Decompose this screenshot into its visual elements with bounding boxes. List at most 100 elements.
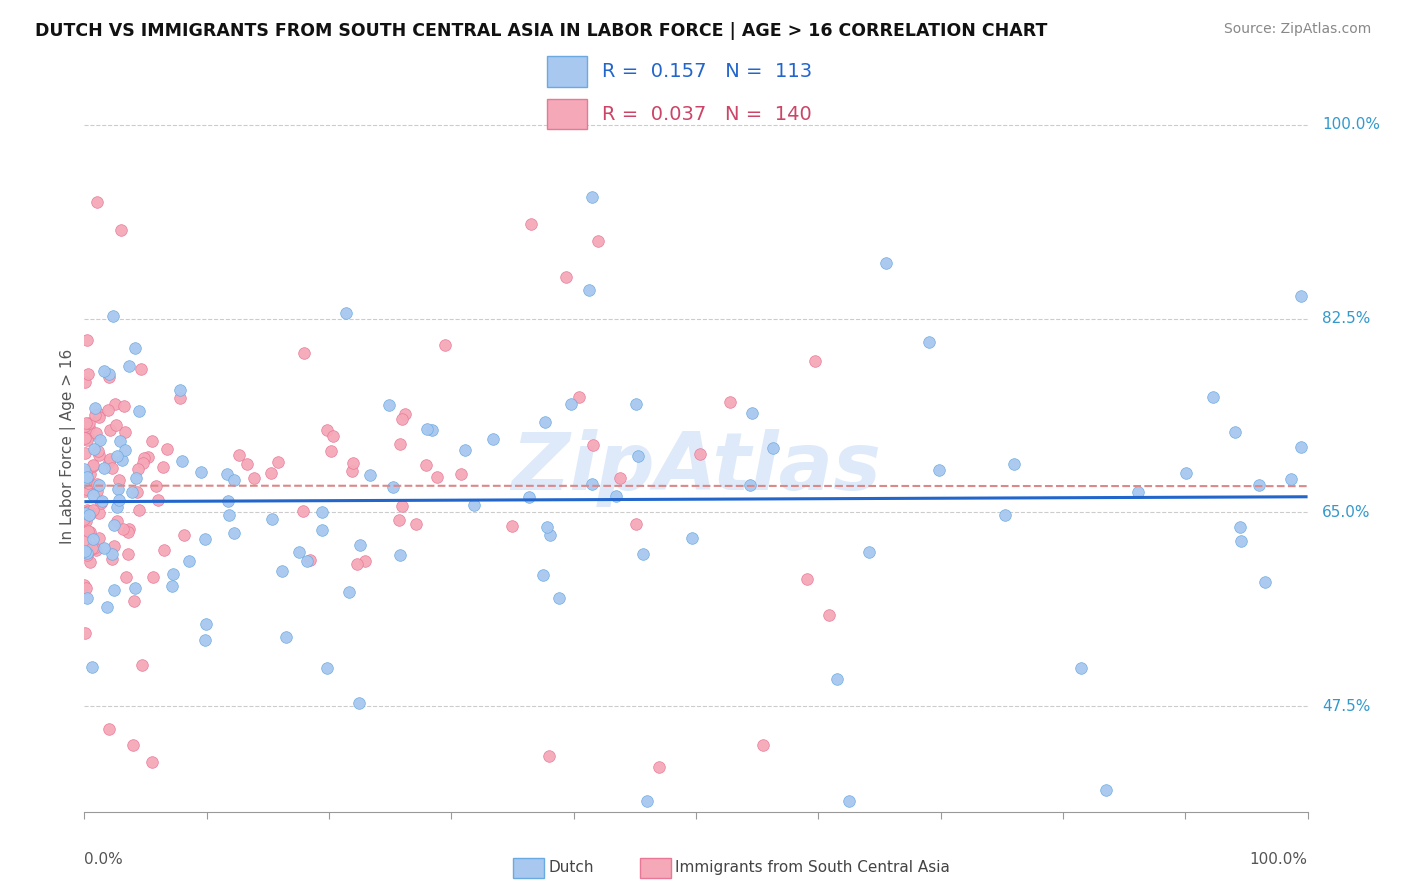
Point xyxy=(76,546,98,560)
Point xyxy=(517,490,540,504)
Point xyxy=(90,496,112,510)
Point xyxy=(740,478,762,492)
Point xyxy=(1254,574,1277,589)
Point xyxy=(103,539,125,553)
Point xyxy=(75,482,97,496)
Point xyxy=(125,484,148,499)
Point xyxy=(994,508,1017,522)
Point xyxy=(267,455,290,469)
Point xyxy=(1094,782,1116,797)
Text: Source: ZipAtlas.com: Source: ZipAtlas.com xyxy=(1223,22,1371,37)
Point xyxy=(381,480,404,494)
Point xyxy=(96,599,118,614)
Point xyxy=(804,354,827,368)
Point xyxy=(450,467,472,482)
Point xyxy=(124,341,146,355)
Text: 100.0%: 100.0% xyxy=(1250,852,1308,867)
Point xyxy=(79,555,101,569)
Point xyxy=(340,464,363,478)
Point xyxy=(75,465,97,479)
Point xyxy=(153,543,176,558)
Point xyxy=(97,370,120,384)
Point xyxy=(86,542,108,557)
Point xyxy=(73,626,96,640)
Point xyxy=(581,477,603,491)
Point xyxy=(260,466,283,480)
Point xyxy=(235,457,257,471)
Point xyxy=(104,397,127,411)
Point xyxy=(568,390,591,404)
Point xyxy=(83,541,105,555)
Point xyxy=(101,460,124,475)
Point xyxy=(90,494,112,508)
Point xyxy=(142,570,165,584)
Point xyxy=(1229,520,1251,534)
Text: 82.5%: 82.5% xyxy=(1322,311,1371,326)
Point xyxy=(124,582,146,596)
Point xyxy=(581,189,603,203)
Point xyxy=(627,449,650,463)
Point xyxy=(155,442,177,456)
Point xyxy=(287,545,309,559)
Point xyxy=(83,408,105,422)
Point xyxy=(90,495,112,509)
Point xyxy=(127,462,149,476)
Text: ZipAtlas: ZipAtlas xyxy=(510,429,882,507)
Point xyxy=(107,493,129,508)
Point xyxy=(93,364,115,378)
Point xyxy=(422,423,444,437)
Point xyxy=(76,524,98,539)
Point xyxy=(825,672,848,686)
Point xyxy=(73,511,96,525)
Point xyxy=(578,283,600,297)
Point xyxy=(534,415,557,429)
Point xyxy=(354,554,377,568)
Point xyxy=(77,545,100,559)
Point xyxy=(121,485,143,500)
Point xyxy=(1174,466,1197,480)
Point xyxy=(112,522,135,536)
Point xyxy=(87,478,110,492)
Point xyxy=(349,538,371,552)
Point xyxy=(1201,390,1223,404)
Point xyxy=(110,434,132,448)
Point xyxy=(145,479,167,493)
Point xyxy=(93,461,115,475)
Point xyxy=(73,512,96,526)
Point xyxy=(260,512,283,526)
Text: R =  0.157   N =  113: R = 0.157 N = 113 xyxy=(602,62,813,81)
Point xyxy=(292,345,315,359)
Point xyxy=(118,359,141,373)
Point xyxy=(928,463,950,477)
Point xyxy=(136,450,159,464)
Point xyxy=(73,509,96,524)
Point xyxy=(114,425,136,440)
Point xyxy=(1289,440,1312,454)
Point xyxy=(86,195,108,210)
Point xyxy=(190,466,212,480)
Point xyxy=(87,448,110,462)
Point xyxy=(415,458,437,472)
Point xyxy=(560,397,582,411)
Text: 47.5%: 47.5% xyxy=(1322,699,1371,714)
Point xyxy=(217,494,239,508)
Point xyxy=(274,630,297,644)
Point xyxy=(115,569,138,583)
Point xyxy=(131,658,153,673)
Point xyxy=(89,506,111,520)
Point xyxy=(77,475,100,490)
Point xyxy=(82,458,104,472)
Point xyxy=(141,755,163,769)
Point xyxy=(1128,484,1150,499)
Point xyxy=(77,367,100,381)
Point xyxy=(681,531,703,545)
Point xyxy=(73,465,96,479)
Point xyxy=(80,541,103,555)
Point xyxy=(311,505,333,519)
Point xyxy=(82,503,104,517)
Point xyxy=(548,591,571,605)
Point xyxy=(454,442,477,457)
Point xyxy=(73,543,96,558)
Point xyxy=(76,502,98,516)
Point xyxy=(110,223,132,237)
